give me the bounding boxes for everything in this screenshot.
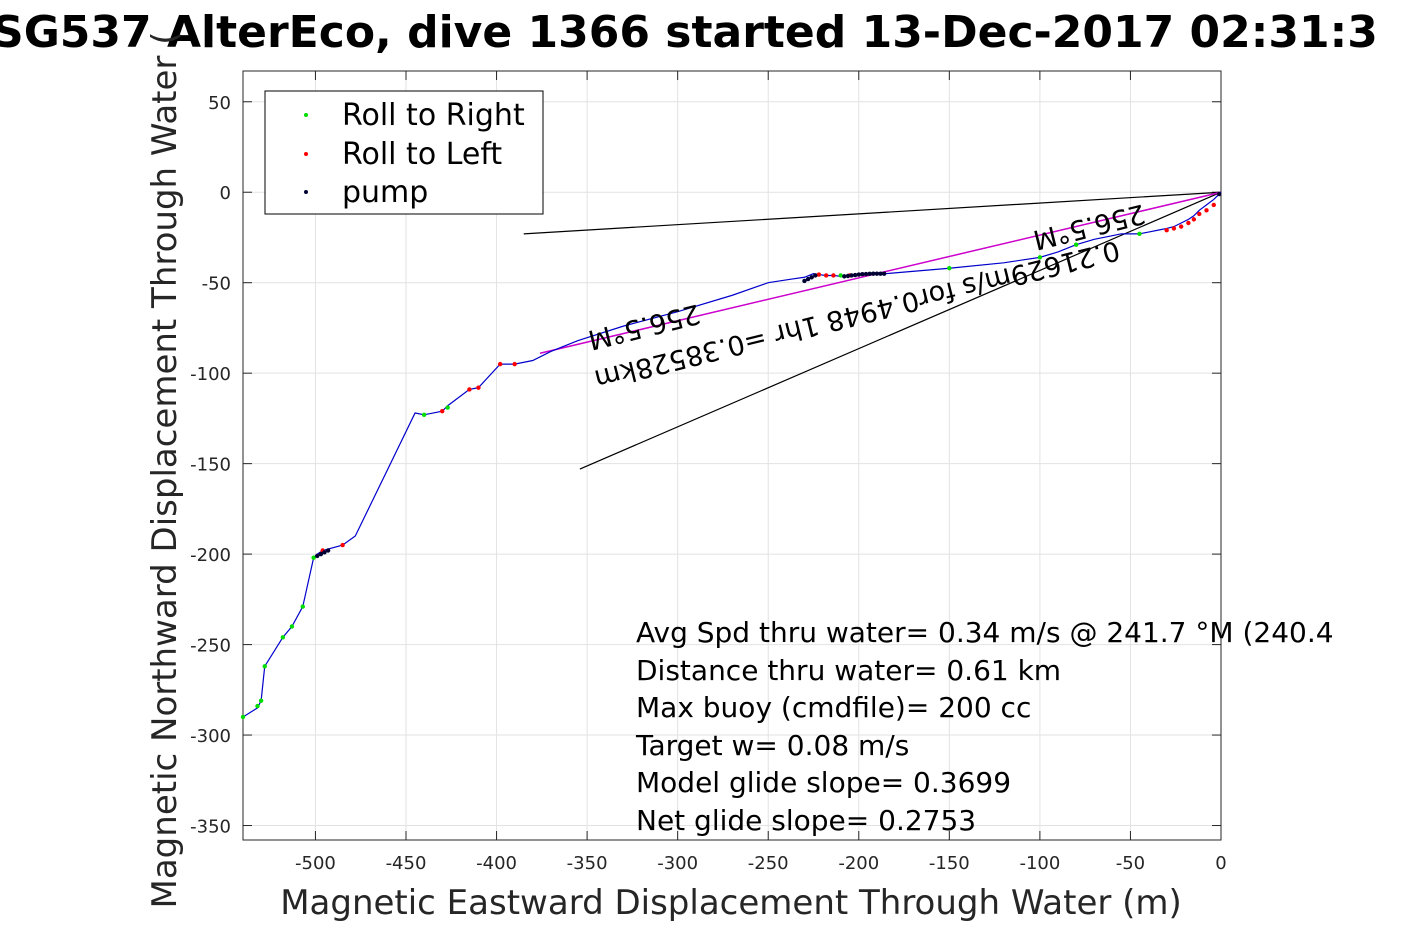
point-roll-to-right (838, 273, 843, 278)
point-roll-to-left (1186, 220, 1191, 226)
y-axis-label: Magnetic Northward Displacement Through … (145, 32, 185, 909)
point-roll-to-left (816, 272, 822, 277)
y-axis-ticks: 50 0 -50 -100 -150 -200 -250 -300 -350 (190, 93, 1221, 838)
point-roll-to-right (240, 714, 246, 720)
stats-annotation: Avg Spd thru water= 0.34 m/s @ 241.7 °M … (635, 616, 1334, 837)
x-tick-label: -150 (929, 853, 970, 874)
legend: Roll to Right Roll to Left pump (264, 90, 544, 215)
point-pump (322, 550, 327, 555)
point-pump (805, 276, 811, 282)
point-pump (863, 271, 869, 277)
y-tick-label: 0 (220, 183, 231, 204)
point-pump (871, 271, 876, 276)
stats-line-max-buoy: Max buoy (cmdfile)= 200 cc (636, 691, 1031, 724)
y-tick-label: -350 (190, 817, 231, 838)
point-pump (874, 271, 880, 276)
x-tick-label: 0 (1215, 853, 1226, 874)
stats-line-net-glide: Net glide slope= 0.2753 (636, 804, 976, 837)
point-pump (1216, 191, 1222, 197)
x-tick-label: -400 (476, 853, 517, 874)
legend-label-roll-left: Roll to Left (342, 137, 502, 172)
point-roll-to-right (1073, 242, 1079, 247)
legend-box (264, 90, 544, 215)
point-pump (813, 273, 818, 278)
stats-line-avg-speed: Avg Spd thru water= 0.34 m/s @ 241.7 °M … (636, 616, 1334, 649)
y-tick-label: -200 (190, 545, 231, 566)
point-roll-to-left (467, 387, 472, 392)
point-roll-to-right (280, 635, 286, 640)
x-tick-label: -350 (567, 853, 608, 874)
point-roll-to-right (258, 698, 264, 703)
point-pump (802, 278, 807, 284)
point-roll-to-right (445, 405, 450, 410)
y-tick-label: 50 (208, 93, 231, 114)
data-points (240, 191, 1222, 720)
point-roll-to-left (1197, 211, 1202, 217)
point-pump (845, 273, 851, 279)
point-roll-to-left (440, 408, 445, 414)
point-pump (860, 271, 865, 277)
point-roll-to-left (340, 542, 345, 548)
point-roll-to-right (947, 266, 952, 271)
point-roll-to-left (1191, 217, 1197, 222)
point-pump (842, 274, 847, 279)
x-tick-label: -200 (838, 853, 879, 874)
x-axis-label: Magnetic Eastward Displacement Through W… (280, 883, 1182, 923)
point-pump (878, 271, 883, 276)
chart-title: SG537 AlterEco, dive 1366 started 13-Dec… (0, 7, 1378, 58)
point-roll-to-left (476, 385, 481, 390)
point-pump (809, 275, 814, 280)
point-pump (852, 272, 858, 278)
x-axis-ticks: -500 -450 -400 -350 -300 -250 -200 -150 -100 -50 0 (295, 71, 1227, 874)
y-tick-label: -250 (190, 636, 231, 657)
legend-marker-roll-left (304, 152, 308, 156)
point-roll-to-right (1137, 231, 1142, 237)
point-pump (881, 271, 887, 276)
legend-label-roll-right: Roll to Right (342, 98, 525, 133)
x-tick-label: -50 (1116, 853, 1145, 874)
point-roll-to-left (1204, 208, 1209, 213)
point-roll-to-right (262, 664, 267, 669)
legend-marker-roll-right (304, 113, 308, 117)
x-tick-label: -450 (386, 853, 427, 874)
point-roll-to-left (497, 361, 503, 367)
point-pump (325, 548, 331, 553)
stats-line-model-glide: Model glide slope= 0.3699 (636, 766, 1011, 799)
point-pump (856, 272, 861, 277)
stats-line-target-w: Target w= 0.08 m/s (635, 729, 909, 762)
legend-marker-pump (304, 190, 308, 194)
x-tick-label: -300 (657, 853, 698, 874)
point-roll-to-left (1178, 224, 1184, 229)
y-tick-label: -150 (190, 455, 231, 476)
stats-line-distance: Distance thru water= 0.61 km (636, 654, 1061, 687)
plot-content (240, 191, 1222, 720)
plot-area-frame (242, 70, 1222, 841)
point-roll-to-right (255, 703, 260, 709)
point-pump (315, 553, 320, 559)
legend-label-pump: pump (342, 175, 428, 210)
x-tick-label: -250 (748, 853, 789, 874)
y-tick-label: -300 (190, 726, 231, 747)
x-tick-label: -100 (1019, 853, 1060, 874)
y-tick-label: -100 (190, 364, 231, 385)
point-pump (867, 271, 872, 277)
point-roll-to-left (1171, 226, 1177, 231)
point-pump (318, 551, 324, 557)
point-roll-to-left (1164, 228, 1169, 233)
point-roll-to-left (823, 273, 829, 278)
x-tick-label: -500 (295, 853, 336, 874)
point-roll-to-right (300, 604, 305, 609)
point-roll-to-right (289, 624, 295, 629)
y-tick-label: -50 (202, 274, 231, 295)
point-roll-to-left (831, 273, 836, 278)
point-roll-to-left (512, 361, 517, 367)
point-roll-to-right (311, 555, 316, 560)
point-pump (849, 273, 854, 278)
point-roll-to-left (1211, 202, 1216, 208)
point-roll-to-right (421, 412, 427, 417)
point-roll-to-right (1037, 255, 1043, 260)
